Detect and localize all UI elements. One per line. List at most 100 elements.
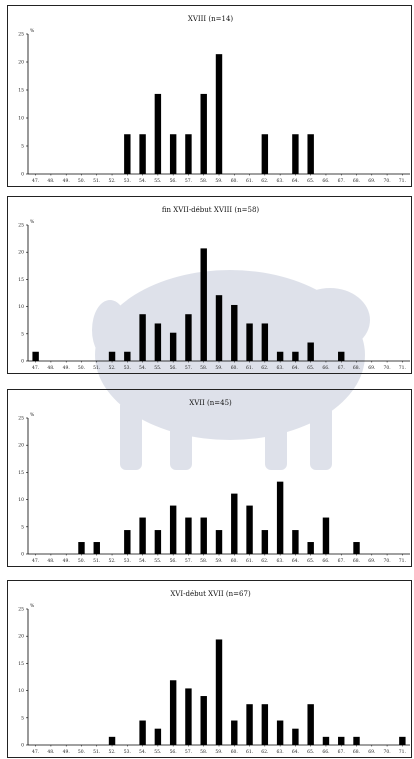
x-tick-label: 56.	[170, 749, 178, 755]
x-tick-label: 52.	[108, 365, 116, 371]
x-tick-label: 53.	[124, 365, 132, 371]
x-tick-label: 47.	[32, 558, 40, 564]
bar-63	[276, 720, 284, 745]
x-tick-label: 67.	[338, 178, 346, 184]
x-tick-label: 52.	[108, 749, 116, 755]
y-tick-label: 0	[21, 359, 24, 365]
x-tick-label: 57.	[185, 558, 193, 564]
bar-64	[292, 351, 299, 361]
x-tick-label: 65.	[307, 749, 315, 755]
y-tick-label: 0	[21, 743, 24, 749]
x-tick-label: 53.	[124, 558, 132, 564]
bar-68	[353, 736, 360, 745]
bar-61	[246, 505, 253, 554]
x-tick-label: 61.	[246, 558, 254, 564]
bar-55	[154, 93, 162, 174]
x-tick-label: 48.	[47, 365, 55, 371]
x-tick-label: 50.	[78, 558, 86, 564]
x-tick-label: 54.	[139, 178, 147, 184]
x-tick-label: 50.	[78, 365, 86, 371]
x-tick-label: 57.	[185, 365, 193, 371]
x-tick-label: 60.	[231, 365, 239, 371]
y-axis-label: %	[30, 28, 35, 34]
x-tick-label: 68.	[353, 749, 361, 755]
x-tick-label: 66.	[322, 558, 330, 564]
x-tick-label: 58.	[200, 365, 208, 371]
x-tick-label: 57.	[185, 749, 193, 755]
x-tick-label: 67.	[338, 558, 346, 564]
bar-62	[261, 134, 269, 174]
x-tick-label: 61.	[246, 749, 254, 755]
x-tick-label: 48.	[47, 749, 55, 755]
bar-65	[307, 134, 314, 174]
bar-57	[185, 134, 192, 174]
bar-67	[338, 351, 345, 361]
chart-panel-3: XVII (n=45)% 0 5 10 15 20 25 47. 48. 49. 50. 51. 52.…	[7, 389, 412, 567]
y-tick-label: 10	[18, 688, 24, 694]
bar-57	[185, 688, 192, 745]
x-tick-label: 62.	[261, 365, 269, 371]
x-tick-label: 68.	[353, 365, 361, 371]
x-tick-label: 64.	[292, 365, 300, 371]
x-tick-label: 63.	[277, 558, 285, 564]
bar-56	[169, 134, 177, 174]
x-tick-label: 62.	[261, 558, 269, 564]
bar-61	[246, 323, 253, 361]
x-tick-label: 56.	[170, 558, 178, 564]
x-tick-label: 50.	[78, 749, 86, 755]
bar-60	[231, 720, 238, 745]
bar-67	[338, 736, 345, 745]
bar-66	[322, 517, 330, 554]
y-tick-label: 20	[18, 60, 24, 66]
x-tick-label: 60.	[231, 178, 239, 184]
bar-68	[353, 542, 360, 554]
bar-57	[185, 314, 192, 361]
bar-56	[169, 332, 177, 361]
y-tick-label: 5	[21, 715, 24, 721]
y-tick-label: 20	[18, 634, 24, 640]
chart-panel-2: fin XVII-début XVIII (n=58)% 0 5 10 15 20 25 47…	[7, 196, 412, 374]
bar-71	[399, 736, 406, 745]
chart-svg-3: XVII (n=45)% 0 5 10 15 20 25 47. 48. 49. 50. 51. 52.…	[18, 399, 410, 564]
bar-52	[108, 351, 116, 361]
y-tick-label: 15	[18, 277, 24, 283]
y-tick-label: 15	[18, 88, 24, 94]
x-tick-label: 60.	[231, 749, 239, 755]
x-tick-label: 67.	[338, 365, 346, 371]
chart-title: XVI-début XVII (n=67)	[170, 590, 251, 598]
x-tick-label: 55.	[154, 558, 162, 564]
y-tick-label: 5	[21, 524, 24, 530]
x-tick-label: 49.	[63, 558, 71, 564]
bar-59	[215, 295, 223, 361]
y-axis-label: %	[30, 603, 35, 609]
x-tick-label: 63.	[277, 178, 285, 184]
x-tick-label: 67.	[338, 749, 346, 755]
y-tick-label: 10	[18, 497, 24, 503]
chart-title: XVII (n=45)	[189, 399, 232, 407]
bar-51	[93, 542, 100, 554]
y-tick-label: 25	[18, 416, 24, 422]
bar-63	[276, 351, 284, 361]
x-tick-label: 58.	[200, 749, 208, 755]
bar-53	[124, 351, 131, 361]
bar-58	[200, 517, 207, 554]
bar-53	[124, 530, 131, 554]
bar-65	[307, 342, 314, 361]
bar-55	[154, 323, 162, 361]
x-tick-label: 55.	[154, 365, 162, 371]
bar-55	[154, 728, 162, 745]
bar-57	[185, 517, 192, 554]
chart-title: XVIII (n=14)	[188, 15, 234, 23]
x-tick-label: 63.	[277, 365, 285, 371]
bar-63	[276, 481, 284, 554]
x-tick-label: 68.	[353, 558, 361, 564]
chart-panel-1: XVIII (n=14)% 0 5 10 15 20 25 47. 48. 49. 50. 51. 52…	[7, 5, 412, 187]
bar-64	[292, 728, 299, 745]
x-tick-label: 49.	[63, 178, 71, 184]
y-tick-label: 15	[18, 470, 24, 476]
x-tick-label: 60.	[231, 558, 239, 564]
bar-52	[108, 736, 116, 745]
x-tick-label: 63.	[277, 749, 285, 755]
x-tick-label: 59.	[215, 558, 223, 564]
